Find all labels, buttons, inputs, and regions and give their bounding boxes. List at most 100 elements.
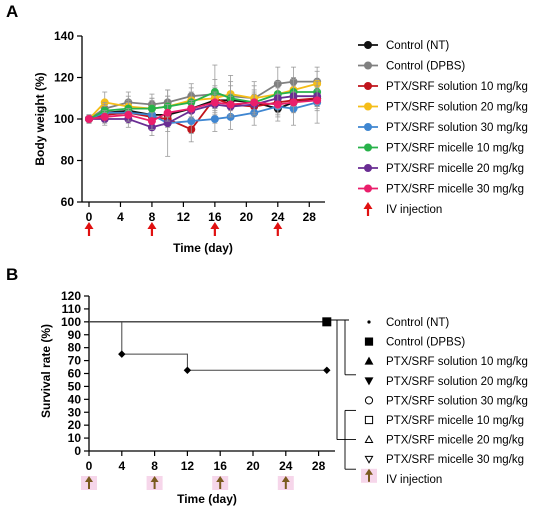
b-ytick-label: 30 (68, 405, 82, 419)
b-xtick-label: 0 (86, 459, 93, 473)
b-legend-label: PTX/SRF solution 10 mg/kg (386, 356, 528, 368)
a-xtick-label: 28 (303, 210, 317, 224)
b-legend-arrow-head-icon (365, 468, 373, 475)
panel-b-label: B (6, 265, 18, 284)
b-data-point (183, 366, 192, 374)
a-legend-marker (364, 61, 372, 70)
b-legend-marker (364, 377, 374, 386)
iv-injection-arrow-head-icon (150, 476, 159, 482)
b-legend-marker (364, 415, 374, 425)
a-legend-label: PTX/SRF micelle 20 mg/kg (386, 163, 524, 175)
iv-injection-arrowhead-icon (147, 222, 157, 229)
a-xtick-label: 4 (117, 210, 124, 224)
panel-a-label: A (6, 2, 18, 21)
a-data-point (163, 108, 172, 117)
panel-b-xlabel: Time (day) (177, 492, 237, 506)
panel-a-xlabel: Time (day) (173, 241, 233, 255)
b-xtick-label: 16 (214, 459, 228, 473)
a-data-point (250, 98, 259, 107)
a-data-point (313, 96, 322, 105)
a-legend-marker (364, 184, 372, 193)
b-ytick-label: 40 (68, 392, 82, 406)
b-xtick-label: 8 (151, 459, 158, 473)
a-data-point (210, 98, 219, 107)
a-legend-marker (364, 164, 372, 172)
a-legend-marker (364, 123, 372, 131)
b-ytick-label: 0 (74, 444, 81, 458)
a-data-point (85, 115, 93, 123)
a-legend-label: Control (NT) (386, 40, 449, 52)
b-data-point (118, 350, 126, 358)
panel-b-axes (88, 296, 335, 452)
a-legend-label: PTX/SRF solution 30 mg/kg (386, 122, 528, 134)
a-xtick-label: 16 (208, 210, 222, 224)
b-legend-label: PTX/SRF micelle 30 mg/kg (386, 454, 524, 466)
b-legend-marker (364, 337, 374, 346)
a-legend-label: Control (DPBS) (386, 61, 465, 73)
a-legend-marker (364, 102, 372, 111)
a-legend-label: PTX/SRF micelle 30 mg/kg (386, 184, 524, 196)
b-xtick-label: 20 (246, 459, 260, 473)
a-data-point (210, 115, 219, 123)
a-data-point (147, 117, 156, 126)
iv-injection-arrowhead-icon (84, 222, 94, 229)
iv-injection-arrow-head-icon (85, 476, 93, 482)
b-xtick-label: 24 (279, 459, 293, 473)
b-series-4 (89, 321, 327, 371)
a-ytick-label: 80 (61, 154, 75, 168)
a-series-7 (85, 89, 322, 130)
b-legend-label: PTX/SRF micelle 20 mg/kg (386, 435, 524, 447)
b-xtick-label: 28 (312, 459, 326, 473)
a-xtick-label: 24 (271, 210, 285, 224)
b-ytick-label: 90 (68, 328, 82, 342)
a-legend-marker (364, 82, 372, 90)
a-xtick-label: 12 (177, 210, 191, 224)
b-data-point (322, 317, 332, 327)
b-legend-label: Control (DPBS) (386, 337, 465, 349)
b-ytick-label: 100 (61, 315, 81, 329)
a-legend-label: PTX/SRF solution 10 mg/kg (386, 81, 528, 93)
a-ytick-label: 140 (54, 29, 74, 43)
a-data-point (124, 110, 133, 119)
b-legend-marker (364, 396, 374, 405)
b-xtick-label: 12 (181, 459, 195, 473)
b-legend-marker (364, 356, 374, 365)
b-legend-marker (367, 320, 371, 324)
a-legend-marker (364, 41, 372, 49)
b-ytick-label: 60 (68, 367, 82, 381)
b-ytick-label: 10 (68, 431, 82, 445)
a-data-point (289, 98, 298, 107)
b-legend-label: PTX/SRF solution 20 mg/kg (386, 376, 528, 388)
b-data-point (323, 366, 331, 374)
a-legend-label: PTX/SRF solution 20 mg/kg (386, 102, 528, 114)
b-ytick-label: 80 (68, 341, 82, 355)
a-legend-arrowhead-icon (363, 202, 373, 209)
a-ytick-label: 120 (54, 71, 74, 85)
panel-a-ylabel: Body weight (%) (33, 72, 47, 165)
a-data-point (226, 100, 235, 109)
a-ytick-label: 100 (54, 112, 74, 126)
b-ytick-label: 20 (68, 418, 82, 432)
iv-injection-arrow-head-icon (281, 476, 290, 482)
a-legend-label: PTX/SRF micelle 10 mg/kg (386, 143, 524, 155)
panel-b-ylabel: Survival rate (%) (39, 324, 53, 418)
iv-injection-arrowhead-icon (273, 222, 283, 229)
b-xtick-label: 4 (118, 459, 125, 473)
a-data-point (100, 112, 109, 121)
a-legend-iv-label: IV injection (386, 204, 442, 216)
a-data-point (147, 104, 156, 113)
b-legend-label: PTX/SRF micelle 10 mg/kg (386, 415, 524, 427)
b-ytick-label: 50 (68, 379, 82, 393)
b-legend-marker (364, 455, 374, 464)
iv-injection-arrow-head-icon (216, 476, 225, 482)
a-data-point (273, 100, 282, 109)
iv-injection-arrowhead-icon (210, 222, 220, 229)
b-ytick-label: 120 (61, 289, 81, 303)
a-data-point (187, 104, 196, 113)
b-ytick-label: 110 (62, 302, 82, 316)
b-legend-iv-label: IV injection (386, 474, 442, 486)
a-xtick-label: 20 (240, 210, 254, 224)
a-xtick-label: 8 (149, 210, 156, 224)
a-xtick-label: 0 (86, 210, 93, 224)
